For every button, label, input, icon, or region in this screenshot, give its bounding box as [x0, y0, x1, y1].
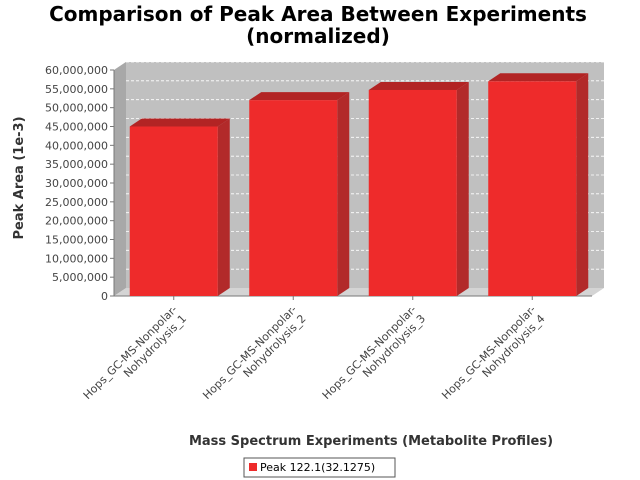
bar-front: [249, 100, 338, 296]
x-tick-label: Hops_GC-MS-Nonpolar-Nohydrolysis_2: [200, 303, 308, 411]
legend-box: [243, 457, 396, 478]
bar-top: [129, 118, 230, 127]
plot-background: [114, 62, 604, 296]
y-tick-label: 45,000,000: [45, 121, 108, 134]
bar: [488, 73, 589, 296]
x-axis-ticks: Hops_GC-MS-Nonpolar-Nohydrolysis_1 Hops_G…: [81, 296, 548, 411]
y-tick-label: 20,000,000: [45, 215, 108, 228]
bar: [249, 92, 350, 296]
plot-floor: [114, 288, 604, 296]
x-axis-label: Mass Spectrum Experiments (Metabolite Pr…: [189, 434, 553, 449]
bar-top: [488, 73, 589, 82]
chart-title-line-2: (normalized): [246, 24, 390, 48]
bar: [368, 81, 469, 296]
x-tick-label: Hops_GC-MS-Nonpolar-Nohydrolysis_1: [81, 303, 189, 411]
y-tick-label: 25,000,000: [45, 196, 108, 209]
legend: Peak 122.1(32.1275): [243, 457, 396, 478]
y-tick-label: 50,000,000: [45, 102, 108, 115]
x-tick-label: Hops_GC-MS-Nonpolar-Nohydrolysis_3: [320, 303, 428, 411]
y-tick-label: 30,000,000: [45, 177, 108, 190]
bars: [129, 73, 589, 296]
bar-side: [576, 73, 589, 296]
y-tick-label: 60,000,000: [45, 64, 108, 77]
x-tick-label-line: Hops_GC-MS-Nonpolar-: [439, 303, 538, 402]
bar-front: [488, 81, 577, 296]
x-tick-label-line: Hops_GC-MS-Nonpolar-: [81, 303, 180, 402]
bar-top: [249, 92, 350, 101]
bar-side: [337, 92, 350, 296]
y-axis-label: Peak Area (1e-3): [12, 116, 27, 239]
plot-left-wall: [114, 62, 126, 296]
y-tick-label: 40,000,000: [45, 139, 108, 152]
bar-side: [456, 81, 469, 296]
bar-side: [217, 118, 230, 296]
y-tick-label: 35,000,000: [45, 158, 108, 171]
x-tick-label: Hops_GC-MS-Nonpolar-Nohydrolysis_4: [439, 303, 547, 411]
bar-top: [368, 81, 469, 90]
y-tick-label: 55,000,000: [45, 83, 108, 96]
y-tick-label: 0: [101, 290, 108, 303]
x-tick-label-line: Hops_GC-MS-Nonpolar-: [320, 303, 419, 402]
y-axis-ticks: 0 5,000,000 10,000,000 15,000,000 20,000,000…: [45, 61, 604, 303]
y-tick-label: 10,000,000: [45, 252, 108, 265]
y-tick-label: 5,000,000: [52, 271, 108, 284]
bar-front: [129, 126, 218, 296]
bar-front: [368, 89, 457, 296]
bar: [129, 118, 230, 296]
legend-swatch: [249, 463, 257, 471]
x-tick-label-line: Hops_GC-MS-Nonpolar-: [200, 303, 299, 402]
chart-title: Comparison of Peak Area Between Experime…: [49, 2, 587, 26]
y-tick-label: 15,000,000: [45, 234, 108, 247]
legend-label: Peak 122.1(32.1275): [260, 461, 375, 474]
